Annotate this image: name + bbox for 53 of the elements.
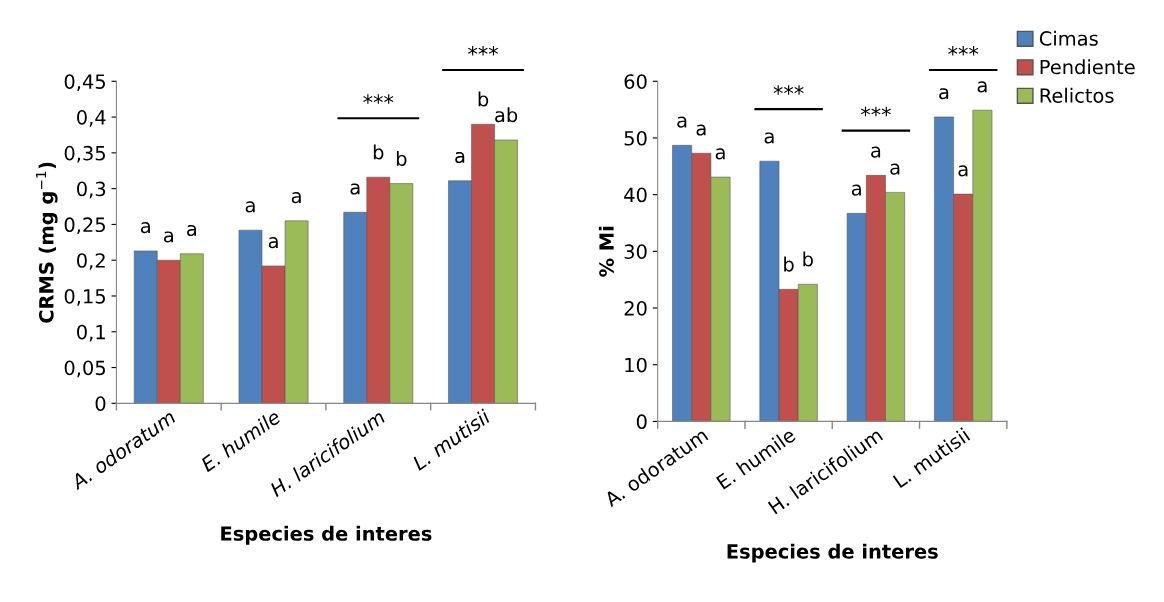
- y-tick-label: 30: [624, 244, 647, 259]
- data-label: a: [140, 222, 150, 234]
- data-label: b: [478, 91, 489, 107]
- y-tick-label: 40: [624, 187, 647, 203]
- data-label: b: [396, 150, 407, 166]
- y-tick-label: 0,45: [64, 74, 105, 91]
- data-label: a: [268, 237, 278, 249]
- text: ***: [948, 46, 979, 56]
- annotation: ***: [363, 94, 394, 104]
- data-label: a: [764, 132, 774, 144]
- data-label: a: [291, 192, 301, 204]
- y-tick-label: 20: [624, 300, 647, 316]
- y-tick-label: 0,05: [64, 360, 105, 378]
- y-tick-label: 0,25: [64, 217, 105, 235]
- legend-label: Cimas: [1039, 30, 1098, 46]
- text: ***: [468, 46, 499, 56]
- data-label: a: [871, 146, 881, 158]
- data-label: a: [245, 201, 255, 213]
- y-tick-label: 60: [624, 74, 647, 89]
- y-tick-label: 0,35: [64, 145, 105, 163]
- y-tick-label: 0,2: [77, 253, 105, 270]
- y-tick-label: 0,1: [77, 324, 105, 342]
- y-tick-label: 50: [624, 130, 647, 146]
- legend-label: Relictos: [1040, 87, 1114, 103]
- data-label: a: [958, 165, 968, 177]
- y-tick-label: 10: [625, 357, 647, 373]
- y-tick-label: 0,4: [77, 110, 106, 127]
- data-label: a: [350, 183, 360, 195]
- data-label: a: [890, 163, 900, 175]
- x-axis-title: Especies de interes: [727, 543, 938, 563]
- annotation: ***: [860, 106, 891, 117]
- data-label: a: [715, 148, 725, 160]
- data-label: b: [784, 256, 794, 272]
- y-axis-title: CRMS (mg g$^{−1}$): [36, 162, 58, 323]
- data-label: a: [187, 224, 197, 237]
- data-label: a: [163, 231, 173, 243]
- x-axis-title: Especies de interes: [221, 525, 432, 545]
- y-tick-label: 0,15: [64, 288, 105, 306]
- data-label: a: [455, 151, 465, 164]
- y-tick-label: 0: [95, 396, 106, 411]
- data-label: a: [939, 88, 949, 100]
- y-tick-label: 0,3: [77, 181, 106, 199]
- y-axis-title: % Mi: [598, 226, 614, 277]
- data-label: b: [803, 251, 813, 267]
- data-label: ab: [495, 107, 518, 123]
- data-label: a: [696, 124, 706, 136]
- data-label: a: [677, 116, 687, 128]
- legend-label: Pendiente: [1040, 59, 1135, 75]
- data-label: a: [977, 81, 987, 93]
- data-label: b: [373, 144, 384, 160]
- y-tick-label: 0: [636, 414, 647, 430]
- annotation: ***: [773, 85, 804, 95]
- data-label: a: [851, 184, 861, 196]
